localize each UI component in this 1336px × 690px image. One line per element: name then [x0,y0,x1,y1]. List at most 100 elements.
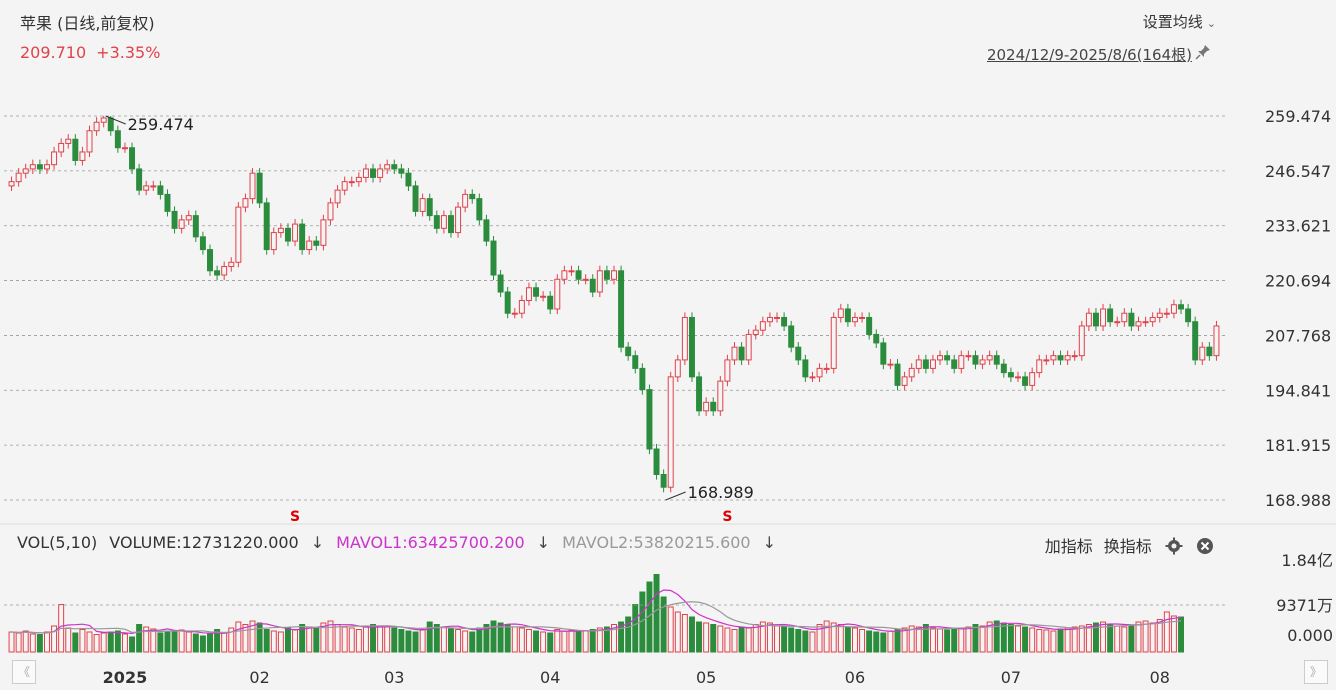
scroll-left-button[interactable]: 《 [12,660,36,684]
volume-bar [944,629,951,653]
volume-bar [306,626,313,653]
candle-body [866,316,873,335]
volume-bar [696,621,703,653]
candle-body [1029,372,1036,386]
volume-bar [249,620,256,653]
candle-body [440,215,447,229]
volume-bar [79,629,86,653]
volume-bar [795,629,802,653]
candle-body [618,270,625,348]
volume-bar [774,625,780,653]
candle-body [547,295,554,310]
volume-bar [1121,626,1128,653]
candle-body [15,172,22,183]
volume-bar [1085,624,1092,653]
volume-bar [1135,621,1142,653]
volume-bar [1149,622,1156,653]
mavol1-arrow: ↓ [536,533,551,552]
volume-bar [575,631,582,653]
candle-body [469,193,476,200]
candle-body [781,316,788,327]
volume-bar [136,624,143,653]
candle-body [611,270,617,280]
candle-body [752,329,759,335]
close-icon[interactable] [1196,537,1214,555]
volume-bar [1043,629,1050,653]
candle-body [263,202,270,251]
volume-bar [143,626,150,653]
volume-bar [625,616,632,653]
candle-body [497,274,504,293]
volume-bar [207,633,213,653]
candle-body [993,355,1000,365]
candle-body [696,376,703,412]
candle-body [306,240,313,251]
candle-body [79,151,86,161]
gear-icon[interactable] [1165,537,1183,555]
volume-bar [256,622,263,653]
date-range-link[interactable]: 2024/12/9-2025/8/6(164根) [986,46,1192,64]
volume-bar [29,633,36,653]
volume-bar [788,627,795,653]
candle-body [157,185,164,195]
candle-body [667,376,674,488]
pin-icon[interactable] [1194,43,1212,61]
candle-body [107,117,114,132]
volume-bar [745,627,752,653]
mavol2-line [11,601,1182,634]
volume-bar [809,631,816,653]
volume-bar [284,627,291,653]
candle-body [518,299,525,314]
volume-bar [242,624,249,653]
volume-bar [852,627,858,653]
volume-bar [1057,628,1064,653]
switch-indicator-button[interactable]: 换指标 [1103,537,1152,556]
add-indicator-button[interactable]: 加指标 [1044,537,1093,556]
indicator-toolbar: 加指标 换指标 [1039,533,1214,557]
volume-bar [993,620,1000,653]
volume-bar [901,627,908,653]
volume-bar [334,624,341,653]
candle-body [207,249,213,272]
candle-body [568,270,575,273]
candle-body [214,270,221,276]
volume-bar [448,627,454,653]
candle-body [292,223,299,242]
volume-bar [221,632,228,653]
volume-bar [504,624,511,653]
volume-bar [1092,622,1099,653]
candle-body [1057,355,1064,361]
volume-bar [582,630,589,653]
candle-body [1199,346,1206,361]
candle-body [859,316,866,319]
volume-bar [660,596,667,653]
volume-bar [830,622,837,653]
candle-body [36,164,43,170]
volume-bar [192,633,199,653]
volume-bar [554,629,561,653]
candle-body [377,168,384,178]
candle-body [1121,312,1128,323]
volume-bar [44,631,50,653]
ma-setting-dropdown[interactable]: 设置均线 ⌄ [1143,11,1216,32]
scroll-right-button[interactable]: 》 [1304,660,1328,684]
volume-bar [915,626,922,653]
volume-bar [199,635,206,653]
volume-bar [1142,620,1149,653]
candle-body [362,168,369,178]
candle-body [929,359,936,369]
volume-bar [1000,622,1007,653]
volume-bar [129,636,136,653]
candle-body [1085,312,1092,327]
volume-bar [1029,627,1036,653]
candle-body [455,206,462,234]
volume-bar [469,631,476,653]
chevron-down-icon: ⌄ [1206,17,1216,30]
volume-bar [391,627,398,653]
volume-bar [1107,624,1114,653]
volume-bar [511,626,518,653]
x-tick-label: 06 [845,668,865,687]
candle-body [1092,312,1099,327]
volume-bar [1178,616,1184,653]
